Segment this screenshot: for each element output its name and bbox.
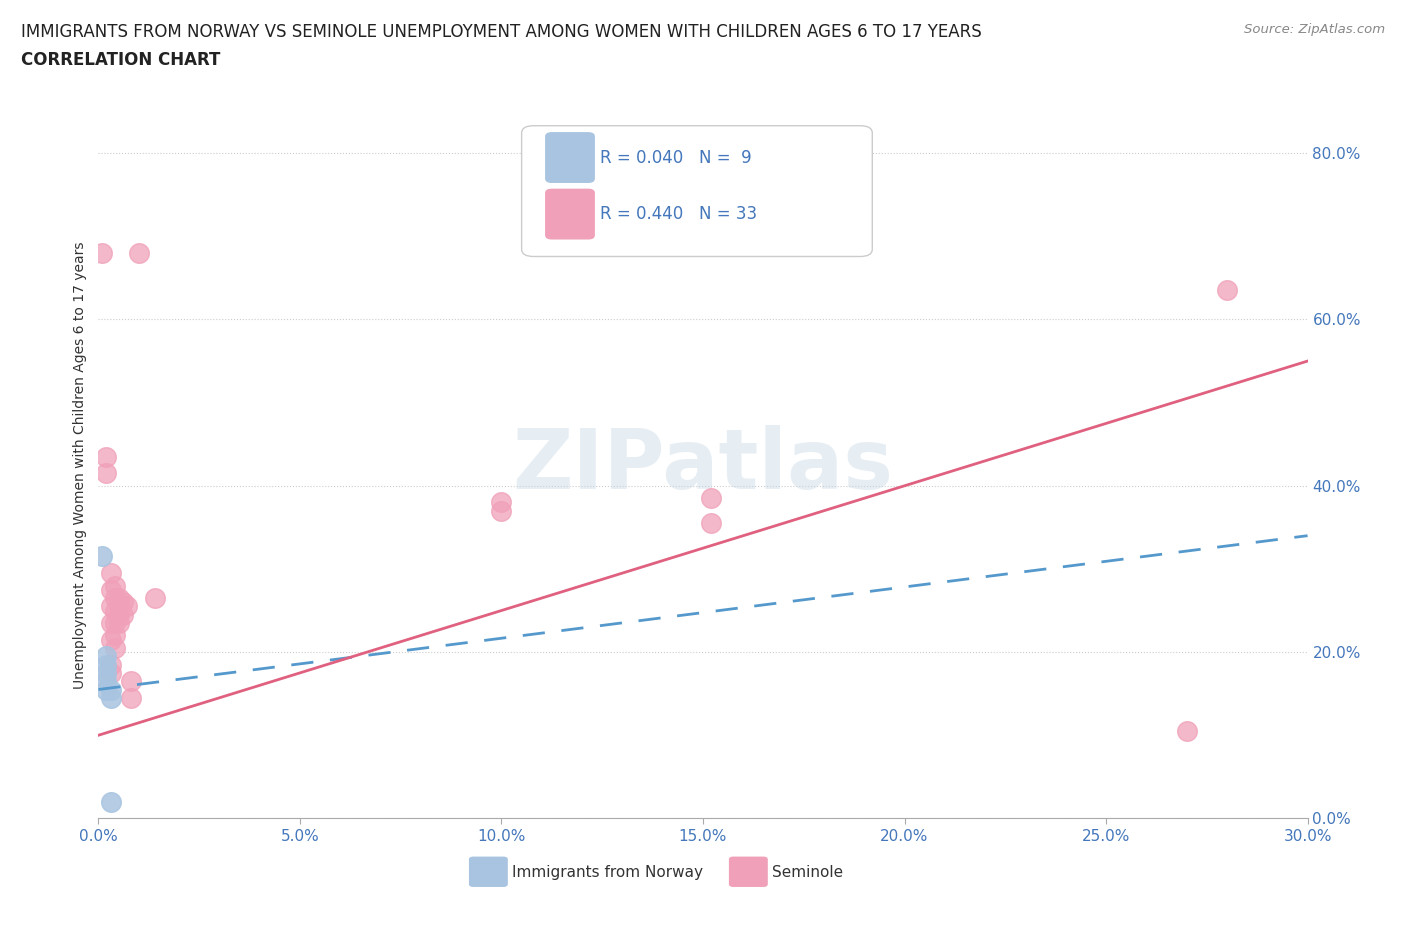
Point [143,591,166,605]
Point [100,658,122,672]
Point [103,591,125,605]
Text: Source: ZipAtlas.com: Source: ZipAtlas.com [1244,23,1385,36]
Point [491,503,513,518]
Point [1175,724,1198,738]
Point [103,603,125,618]
Point [700,491,723,506]
Point [100,794,122,809]
Text: Seminole: Seminole [772,865,844,880]
Point [103,578,125,593]
Text: R = 0.440   N = 33: R = 0.440 N = 33 [600,206,758,223]
Point [96,449,118,464]
Point [100,565,122,580]
Point [120,690,142,705]
Point [107,599,129,614]
Point [107,607,129,622]
Point [115,599,138,614]
Text: R = 0.040   N =  9: R = 0.040 N = 9 [600,149,752,166]
Point [100,616,122,631]
Point [103,616,125,631]
Text: IMMIGRANTS FROM NORWAY VS SEMINOLE UNEMPLOYMENT AMONG WOMEN WITH CHILDREN AGES 6: IMMIGRANTS FROM NORWAY VS SEMINOLE UNEMP… [21,23,981,41]
Point [91,549,114,564]
Point [96,666,118,681]
Point [96,673,118,688]
Point [128,246,150,260]
FancyBboxPatch shape [470,857,508,886]
Point [96,658,118,672]
Point [100,582,122,597]
Text: ZIPatlas: ZIPatlas [513,424,893,506]
Point [1216,283,1239,298]
Point [111,595,134,610]
FancyBboxPatch shape [546,133,595,182]
FancyBboxPatch shape [730,857,768,886]
Point [491,495,513,510]
Point [107,616,129,631]
Point [120,673,142,688]
Point [100,632,122,647]
Point [103,628,125,643]
FancyBboxPatch shape [546,190,595,239]
Point [96,466,118,481]
Point [100,599,122,614]
Text: Immigrants from Norway: Immigrants from Norway [512,865,703,880]
Point [96,649,118,664]
Point [103,641,125,656]
Point [100,666,122,681]
Point [100,690,122,705]
Point [96,682,118,697]
Y-axis label: Unemployment Among Women with Children Ages 6 to 17 years: Unemployment Among Women with Children A… [73,241,87,689]
Point [91,246,114,260]
Point [111,607,134,622]
Point [107,591,129,605]
Point [700,516,723,531]
FancyBboxPatch shape [522,126,872,257]
Text: CORRELATION CHART: CORRELATION CHART [21,51,221,69]
Point [100,682,122,697]
